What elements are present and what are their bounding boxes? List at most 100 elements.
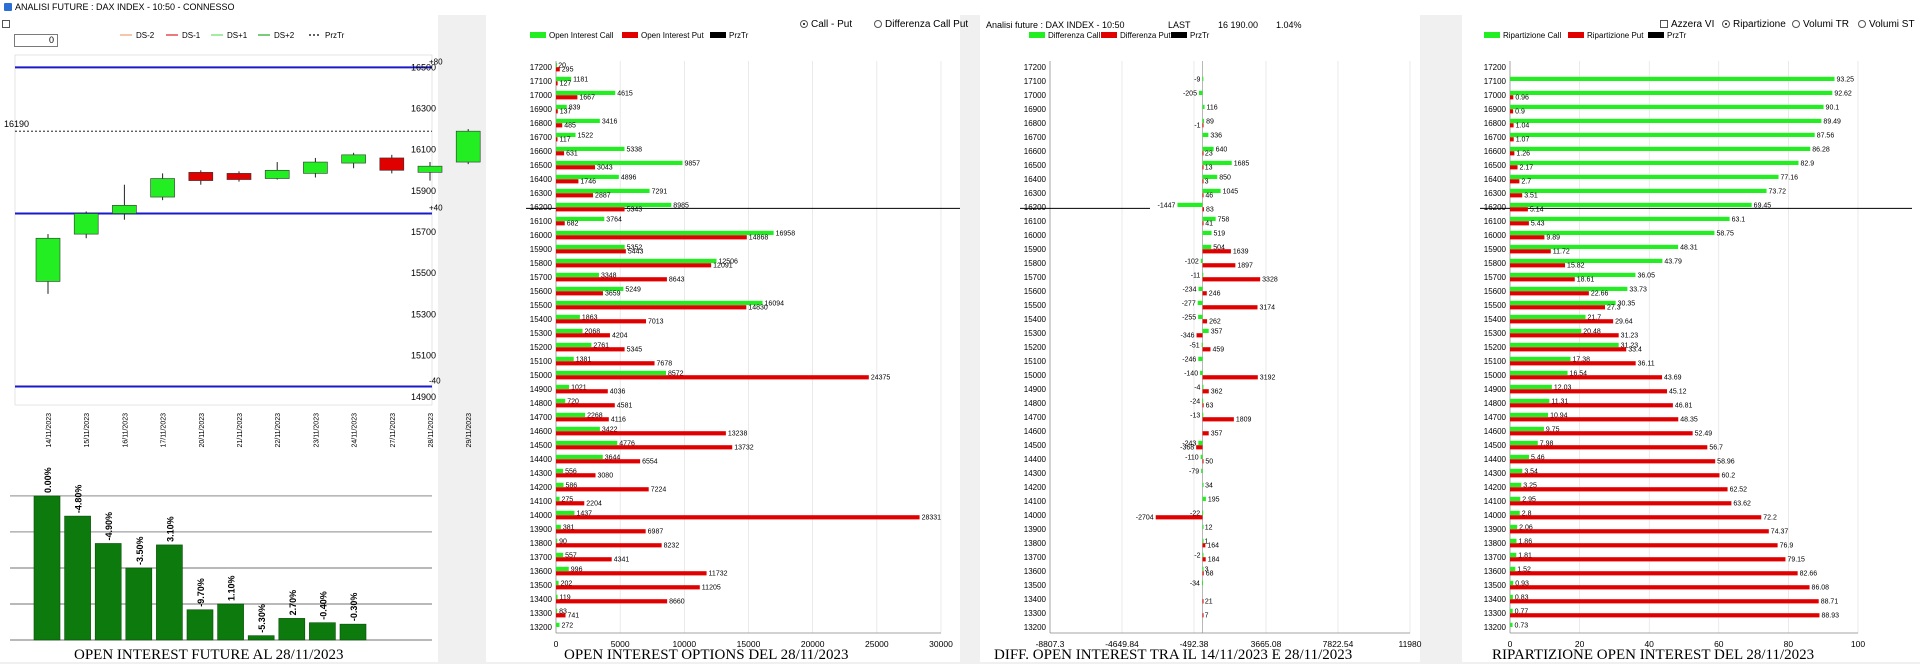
options-bar-label: 996: [571, 566, 583, 573]
options-bar-label: 5338: [627, 146, 643, 153]
options-strike-label: 13400: [530, 595, 553, 604]
last-value: 16 190.00: [1218, 20, 1259, 30]
future-legend-label: DS+2: [274, 31, 295, 40]
radio-volumi-st-label: Volumi ST: [1869, 19, 1915, 30]
options-bar-label: 4615: [617, 90, 633, 97]
candle-body: [303, 161, 328, 174]
ripartizione-bar-label: 92.62: [1834, 90, 1852, 97]
diff-footer-title: DIFF. OPEN INTEREST TRA IL 14/11/2023 E …: [994, 647, 1353, 663]
diff-chart-svg: 17200 17100 17000 16900 16800 16700 16600 16500…: [1020, 31, 1422, 649]
ripartizione-bar-put: [1510, 585, 1810, 590]
future-offset-input[interactable]: 0: [14, 34, 58, 47]
future-date-label: 27/11/2023: [390, 413, 397, 448]
options-bar-label: 7013: [648, 319, 664, 326]
options-bar-label: 9857: [684, 160, 700, 167]
ripartizione-bar-label: 1.04: [1516, 123, 1530, 130]
options-legend-label: Open Interest Call: [549, 31, 614, 40]
radio-volumi-tr[interactable]: Volumi TR: [1792, 19, 1849, 31]
ripartizione-bar-call: [1510, 538, 1517, 543]
radio-ripartizione[interactable]: Ripartizione: [1722, 19, 1786, 31]
oi-future-bar-label: -4.90%: [104, 512, 114, 541]
ripartizione-legend-label: Ripartizione Put: [1587, 31, 1644, 40]
radio-call-put[interactable]: Call - Put: [800, 19, 852, 31]
diff-header: Analisi future : DAX INDEX - 10:50: [986, 20, 1125, 30]
options-bar-label: 13732: [734, 445, 754, 452]
options-bar-label: 16958: [776, 230, 796, 237]
ripartizione-bar-label: 74.37: [1771, 529, 1789, 536]
diff-strike-label: 15600: [1024, 287, 1047, 296]
diff-bar-label: 3: [1205, 566, 1209, 573]
ripartizione-bar-label: 2.8: [1522, 510, 1532, 517]
future-checkbox[interactable]: [2, 19, 13, 31]
options-bar-label: 4581: [617, 403, 633, 410]
diff-bar-call: [1200, 258, 1203, 263]
diff-bar-label: -4: [1194, 384, 1200, 391]
options-bar-call: [556, 188, 650, 193]
diff-bar-label: 504: [1213, 244, 1225, 251]
ripartizione-bar-put: [1510, 221, 1529, 226]
options-strike-label: 15300: [530, 329, 553, 338]
options-bar-call: [556, 524, 561, 529]
options-bar-label: 8572: [668, 370, 684, 377]
diff-bar-put: [1202, 305, 1258, 310]
options-bar-put: [556, 361, 655, 366]
options-bar-put: [556, 333, 610, 338]
options-bar-put: [556, 221, 565, 226]
options-bar-put: [556, 389, 608, 394]
ripartizione-strike-label: 17200: [1484, 63, 1507, 72]
options-bar-label: 11205: [702, 585, 721, 592]
ripartizione-bar-label: 87.56: [1817, 132, 1835, 139]
radio-diff-call-put[interactable]: Differenza Call Put: [874, 19, 968, 31]
ripartizione-bar-put: [1510, 571, 1798, 576]
options-bar-call: [556, 468, 564, 473]
diff-strike-label: 15200: [1024, 343, 1047, 352]
ripartizione-bar-call: [1510, 622, 1513, 627]
azzera-vi-checkbox[interactable]: Azzera VI: [1660, 19, 1714, 31]
ripartizione-bar-label: 0.9: [1515, 109, 1525, 116]
options-chart-svg: 17200 17100 17000 16900 16800 16700 16600 16500…: [526, 31, 960, 649]
diff-bar-put: [1202, 417, 1234, 422]
diff-bar-call: [1202, 174, 1218, 179]
ripartizione-bar-label: 86.28: [1812, 146, 1830, 153]
options-bar-put: [556, 319, 647, 324]
ripartizione-bar-label: 15.82: [1567, 263, 1585, 270]
ripartizione-bar-label: 63.62: [1733, 501, 1751, 508]
options-bar-label: 3080: [598, 473, 614, 480]
diff-bar-label: 336: [1210, 132, 1222, 139]
diff-legend-swatch: [1101, 32, 1117, 38]
radio-volumi-st[interactable]: Volumi ST: [1858, 19, 1915, 31]
diff-bar-call: [1202, 118, 1205, 123]
options-bar-put: [556, 137, 558, 142]
diff-bar-label: -9: [1194, 76, 1200, 83]
ripartizione-bar-label: 11.72: [1553, 249, 1570, 256]
diff-bar-call: [1201, 468, 1203, 473]
diff-bar-call: [1200, 370, 1203, 375]
ripartizione-bar-call: [1510, 398, 1550, 403]
diff-strike-label: 17200: [1024, 63, 1047, 72]
ripartizione-bar-label: 21.7: [1588, 314, 1602, 321]
options-bar-label: 83: [559, 608, 567, 615]
radio-call-put-label: Call - Put: [811, 19, 853, 30]
ripartizione-x-tick: 40: [1644, 639, 1654, 649]
options-bar-call: [556, 216, 605, 221]
options-strike-label: 14200: [530, 483, 553, 492]
diff-bar-call: [1202, 552, 1204, 557]
ripartizione-x-tick: 0: [1508, 639, 1513, 649]
future-date-label: 16/11/2023: [122, 413, 129, 448]
ripartizione-bar-label: 1.52: [1517, 566, 1531, 573]
options-bar-call: [556, 146, 625, 151]
options-bar-call: [556, 90, 616, 95]
options-bar-label: 1863: [582, 314, 598, 321]
ripartizione-bar-call: [1510, 188, 1767, 193]
ripartizione-bar-put: [1510, 501, 1732, 506]
options-bar-put: [556, 431, 726, 436]
options-bar-label: 631: [566, 151, 578, 158]
options-bar-label: 14868: [749, 235, 769, 242]
ripartizione-bar-put: [1510, 375, 1663, 380]
options-bar-call: [556, 230, 774, 235]
oi-future-bar: [186, 609, 214, 641]
radio-ripartizione-label: Ripartizione: [1733, 19, 1786, 30]
options-bar-put: [556, 263, 712, 268]
options-bar-label: 137: [560, 109, 572, 116]
diff-bar-put: [1202, 277, 1261, 282]
